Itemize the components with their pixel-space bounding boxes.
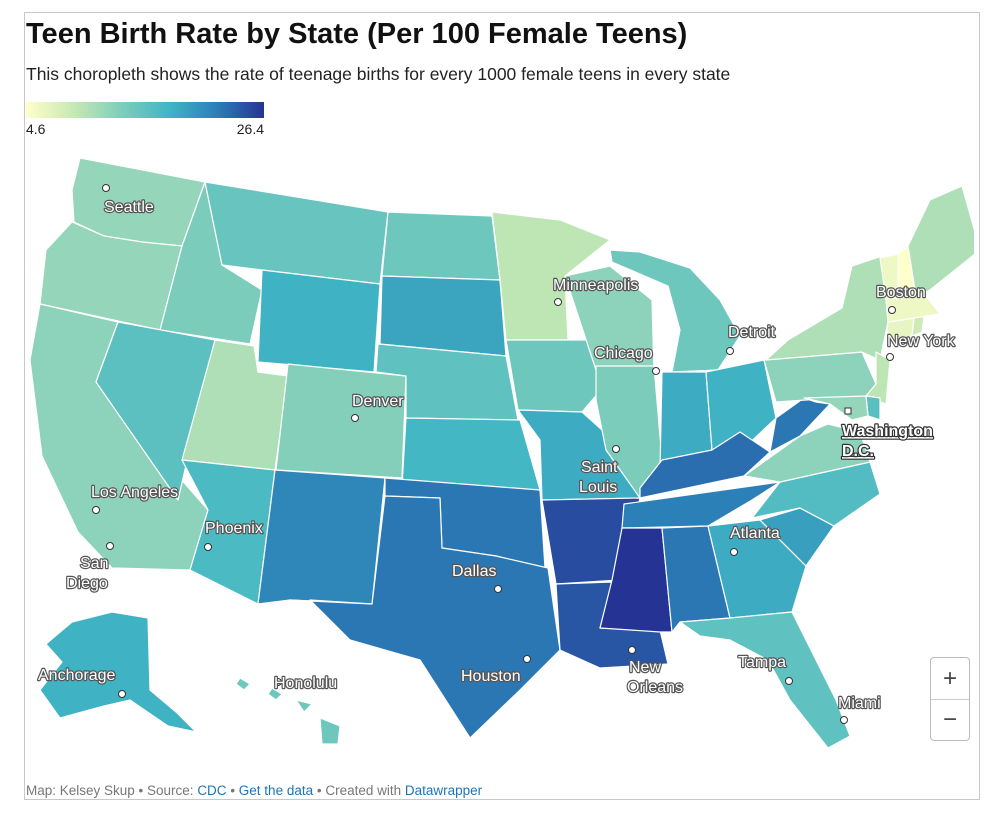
legend-min-label: 4.6 [26, 121, 46, 137]
city-saint-louis-line1: Saint [581, 459, 618, 476]
legend-max-label: 26.4 [236, 121, 264, 137]
state-ME[interactable] [907, 185, 974, 297]
city-phoenix: Phoenix [205, 520, 263, 537]
state-WI[interactable] [564, 265, 655, 375]
state-ND[interactable] [381, 211, 501, 281]
page-subtitle: This choropleth shows the rate of teenag… [26, 64, 731, 84]
map-frame [24, 12, 980, 800]
get-the-data-link[interactable]: Get the data [238, 783, 314, 798]
state-MN[interactable] [491, 211, 611, 341]
city-chicago: Chicago [594, 345, 653, 362]
state-TX[interactable] [289, 495, 561, 739]
city-detroit: Detroit [728, 324, 776, 341]
source-link[interactable]: CDC [197, 783, 227, 798]
zoom-out-button[interactable]: − [942, 706, 957, 733]
city-anchorage: Anchorage [38, 667, 115, 684]
state-TN[interactable] [621, 481, 781, 529]
state-OH[interactable] [705, 359, 777, 453]
city-layer: Seattle Minneapolis Boston Detroit Chica… [37, 184, 957, 724]
city-san-diego-line1: San [80, 555, 108, 572]
city-dallas: Dallas [452, 563, 496, 580]
city-atlanta: Atlanta [730, 525, 780, 542]
city-washington-dc-line2: D.C. [842, 443, 874, 460]
state-MT[interactable] [204, 181, 389, 285]
city-new-york: New York [887, 333, 956, 350]
state-IA[interactable] [505, 339, 607, 413]
state-MD[interactable] [803, 395, 869, 421]
state-KY[interactable] [639, 431, 771, 499]
state-GA[interactable] [707, 519, 807, 619]
city-minneapolis: Minneapolis [553, 277, 638, 294]
footer-prefix: Map: Kelsey Skup • Source: [26, 783, 198, 798]
legend-color-bar [26, 102, 264, 118]
footer-credits: Map: Kelsey Skup • Source: CDC • Get the… [26, 783, 482, 798]
city-honolulu: Honolulu [274, 675, 337, 692]
state-KS[interactable] [401, 417, 541, 491]
state-AZ[interactable] [181, 459, 276, 605]
state-SD[interactable] [379, 275, 507, 357]
city-new-orleans-line2: Orleans [627, 679, 683, 696]
city-tampa: Tampa [738, 654, 786, 671]
city-denver: Denver [352, 393, 404, 410]
city-washington-dc-line1: Washington [842, 423, 933, 440]
state-WY[interactable] [257, 269, 381, 373]
city-san-diego-line2: Diego [66, 575, 108, 592]
zoom-control: + − [930, 657, 970, 741]
state-NY[interactable] [765, 255, 889, 361]
us-choropleth-map[interactable]: Seattle Minneapolis Boston Detroit Chica… [24, 140, 974, 770]
state-CO[interactable] [275, 363, 407, 479]
state-AK[interactable] [39, 611, 197, 733]
city-los-angeles: Los Angeles [91, 484, 178, 501]
city-miami: Miami [838, 695, 881, 712]
page-title: Teen Birth Rate by State (Per 100 Female… [26, 18, 688, 50]
state-MA[interactable] [885, 295, 941, 323]
zoom-in-button[interactable]: + [931, 658, 969, 700]
city-houston: Houston [461, 668, 521, 685]
footer-sep1: • [226, 783, 239, 798]
state-FL[interactable] [679, 611, 851, 749]
state-HI[interactable] [235, 677, 341, 745]
city-boston: Boston [876, 284, 926, 301]
datawrapper-link[interactable]: Datawrapper [404, 783, 483, 798]
city-seattle: Seattle [104, 199, 154, 216]
city-new-orleans-line1: New [629, 659, 661, 676]
state-PA[interactable] [763, 351, 877, 403]
footer-sep2: • Created with [313, 783, 405, 798]
city-saint-louis-line2: Louis [579, 479, 617, 496]
state-NM[interactable] [257, 469, 386, 605]
